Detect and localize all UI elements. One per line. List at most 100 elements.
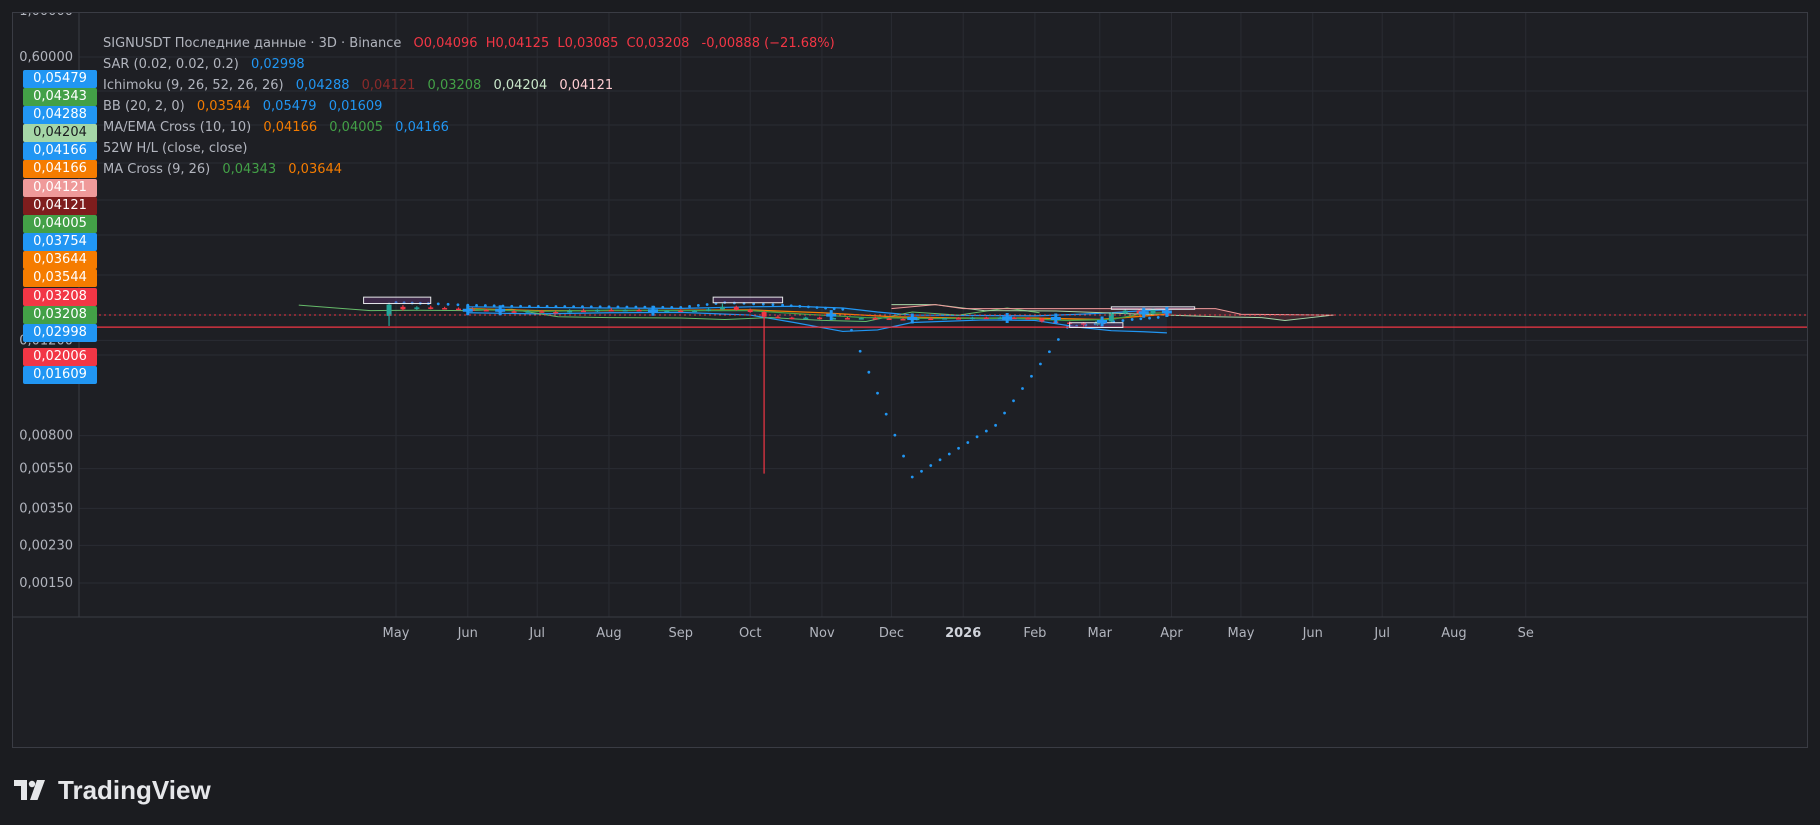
legend-52w[interactable]: 52W H/L (close, close) [103,138,843,159]
candle-body[interactable] [831,318,837,320]
sar-dot [643,305,647,309]
candle-body[interactable] [858,318,864,320]
candle-body[interactable] [956,318,962,320]
legend-ichimoku[interactable]: Ichimoku (9, 26, 52, 26, 26) 0,04288 0,0… [103,75,843,96]
candle-body[interactable] [678,310,684,313]
candle-body[interactable] [581,310,587,313]
sar-dot [1056,338,1060,341]
legend-main[interactable]: SIGNUSDT Последние данные · 3D · Binance… [103,33,843,54]
candle-body[interactable] [553,312,559,314]
candle-body[interactable] [608,309,614,312]
candle-body[interactable] [775,316,781,319]
candle-body[interactable] [733,306,739,310]
candle-body[interactable] [664,310,670,313]
sar-dot [589,305,593,309]
candle-body[interactable] [428,307,434,309]
candle-body[interactable] [636,309,642,312]
sar-dot [670,305,674,309]
legend-ma-cross-v2: 0,03644 [288,162,343,177]
candle-body[interactable] [692,310,698,313]
candle-body[interactable] [525,311,531,313]
sar-dot [938,458,942,462]
candle-body[interactable] [1081,323,1087,325]
sar-dot [1039,362,1042,366]
sar-dot [815,306,819,309]
candle-body[interactable] [942,318,948,320]
legend-bb[interactable]: BB (20, 2, 0) 0,03544 0,05479 0,01609 [103,96,843,117]
price-badge: 0,04166 [23,142,97,160]
candle-body[interactable] [1039,318,1045,322]
candle-body[interactable] [928,318,934,321]
sar-dot [661,305,665,309]
sar-dot [984,429,988,433]
candle-body[interactable] [983,317,989,320]
52w-high-box [712,296,784,304]
x-tick-label: Dec [879,626,904,641]
candle-body[interactable] [1150,308,1156,314]
sar-dot [1156,316,1160,319]
candle-body[interactable] [706,309,712,311]
candle-body[interactable] [969,317,975,320]
legend-ichimoku-v4: 0,04204 [493,78,548,93]
price-badge: 0,04204 [23,124,97,142]
legend-close: C0,03208 [626,36,690,51]
candle-body[interactable] [803,317,809,320]
y-tick-label: 0,00800 [19,429,73,444]
candle-body[interactable] [719,306,725,310]
candle-body[interactable] [844,318,850,320]
x-tick-label: Feb [1023,626,1046,641]
sar-dot [910,475,914,479]
x-tick-label: Se [1518,626,1534,641]
candle-body[interactable] [414,307,420,309]
candle-body[interactable] [817,317,823,320]
sar-dot [510,304,514,308]
legend-ma-ema[interactable]: MA/EMA Cross (10, 10) 0,04166 0,04005 0,… [103,117,843,138]
price-badge: 0,04343 [23,88,97,106]
chart-frame[interactable]: 1,000000,600000,012000,008000,005500,003… [12,12,1808,748]
price-badge: 0,04121 [23,179,97,197]
candle-body[interactable] [483,309,489,312]
legend-bb-v3: 0,01609 [328,99,383,114]
candle-body[interactable] [622,309,628,312]
candle-body[interactable] [539,311,545,313]
legend-ma-cross[interactable]: MA Cross (9, 26) 0,04343 0,03644 [103,159,843,180]
candle-body[interactable] [567,310,573,313]
chart-background [13,13,1807,747]
price-chart[interactable]: 1,000000,600000,012000,008000,005500,003… [13,13,1808,748]
candle-body[interactable] [1011,317,1017,320]
ma-cross-marker [1138,307,1149,318]
brand-name: TradingView [58,774,211,805]
sar-dot [545,305,549,308]
ma-cross-marker [1050,313,1061,324]
brand[interactable]: TradingView [14,772,211,808]
legend-ma-ema-v1: 0,04166 [263,120,318,135]
ma-cross-marker [907,313,918,324]
candle-body[interactable] [886,318,892,321]
candle-body[interactable] [872,318,878,320]
legend-ma-cross-label: MA Cross (9, 26) [103,162,211,177]
legend-sar-label: SAR (0.02, 0.02, 0.2) [103,57,239,72]
candle-body[interactable] [442,308,448,310]
candle-body[interactable] [386,304,392,316]
legend-52w-label: 52W H/L (close, close) [103,141,248,156]
candle-body[interactable] [400,306,406,310]
candle-body[interactable] [747,309,753,313]
candle-body[interactable] [1025,318,1031,320]
candle-body[interactable] [511,311,517,313]
candle-body[interactable] [900,318,906,321]
sar-dot [858,349,862,353]
candle-body[interactable] [456,308,462,311]
candle-body[interactable] [1122,310,1128,314]
sar-dot [572,305,576,309]
sar-dot [492,304,496,308]
candle-body[interactable] [761,312,767,317]
sar-dot [771,303,775,307]
candle-body[interactable] [594,309,600,312]
sar-dot [807,305,810,309]
sar-dot [781,303,785,307]
candle-body[interactable] [997,317,1003,320]
legend-sar[interactable]: SAR (0.02, 0.02, 0.2) 0,02998 [103,54,843,75]
legend-change: -0,00888 (−21.68%) [701,36,835,51]
candle-body[interactable] [789,317,795,320]
candle-body[interactable] [1108,313,1114,322]
